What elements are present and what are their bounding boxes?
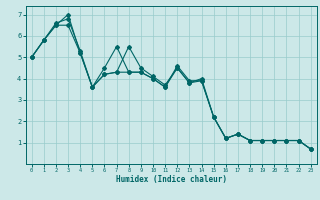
X-axis label: Humidex (Indice chaleur): Humidex (Indice chaleur): [116, 175, 227, 184]
